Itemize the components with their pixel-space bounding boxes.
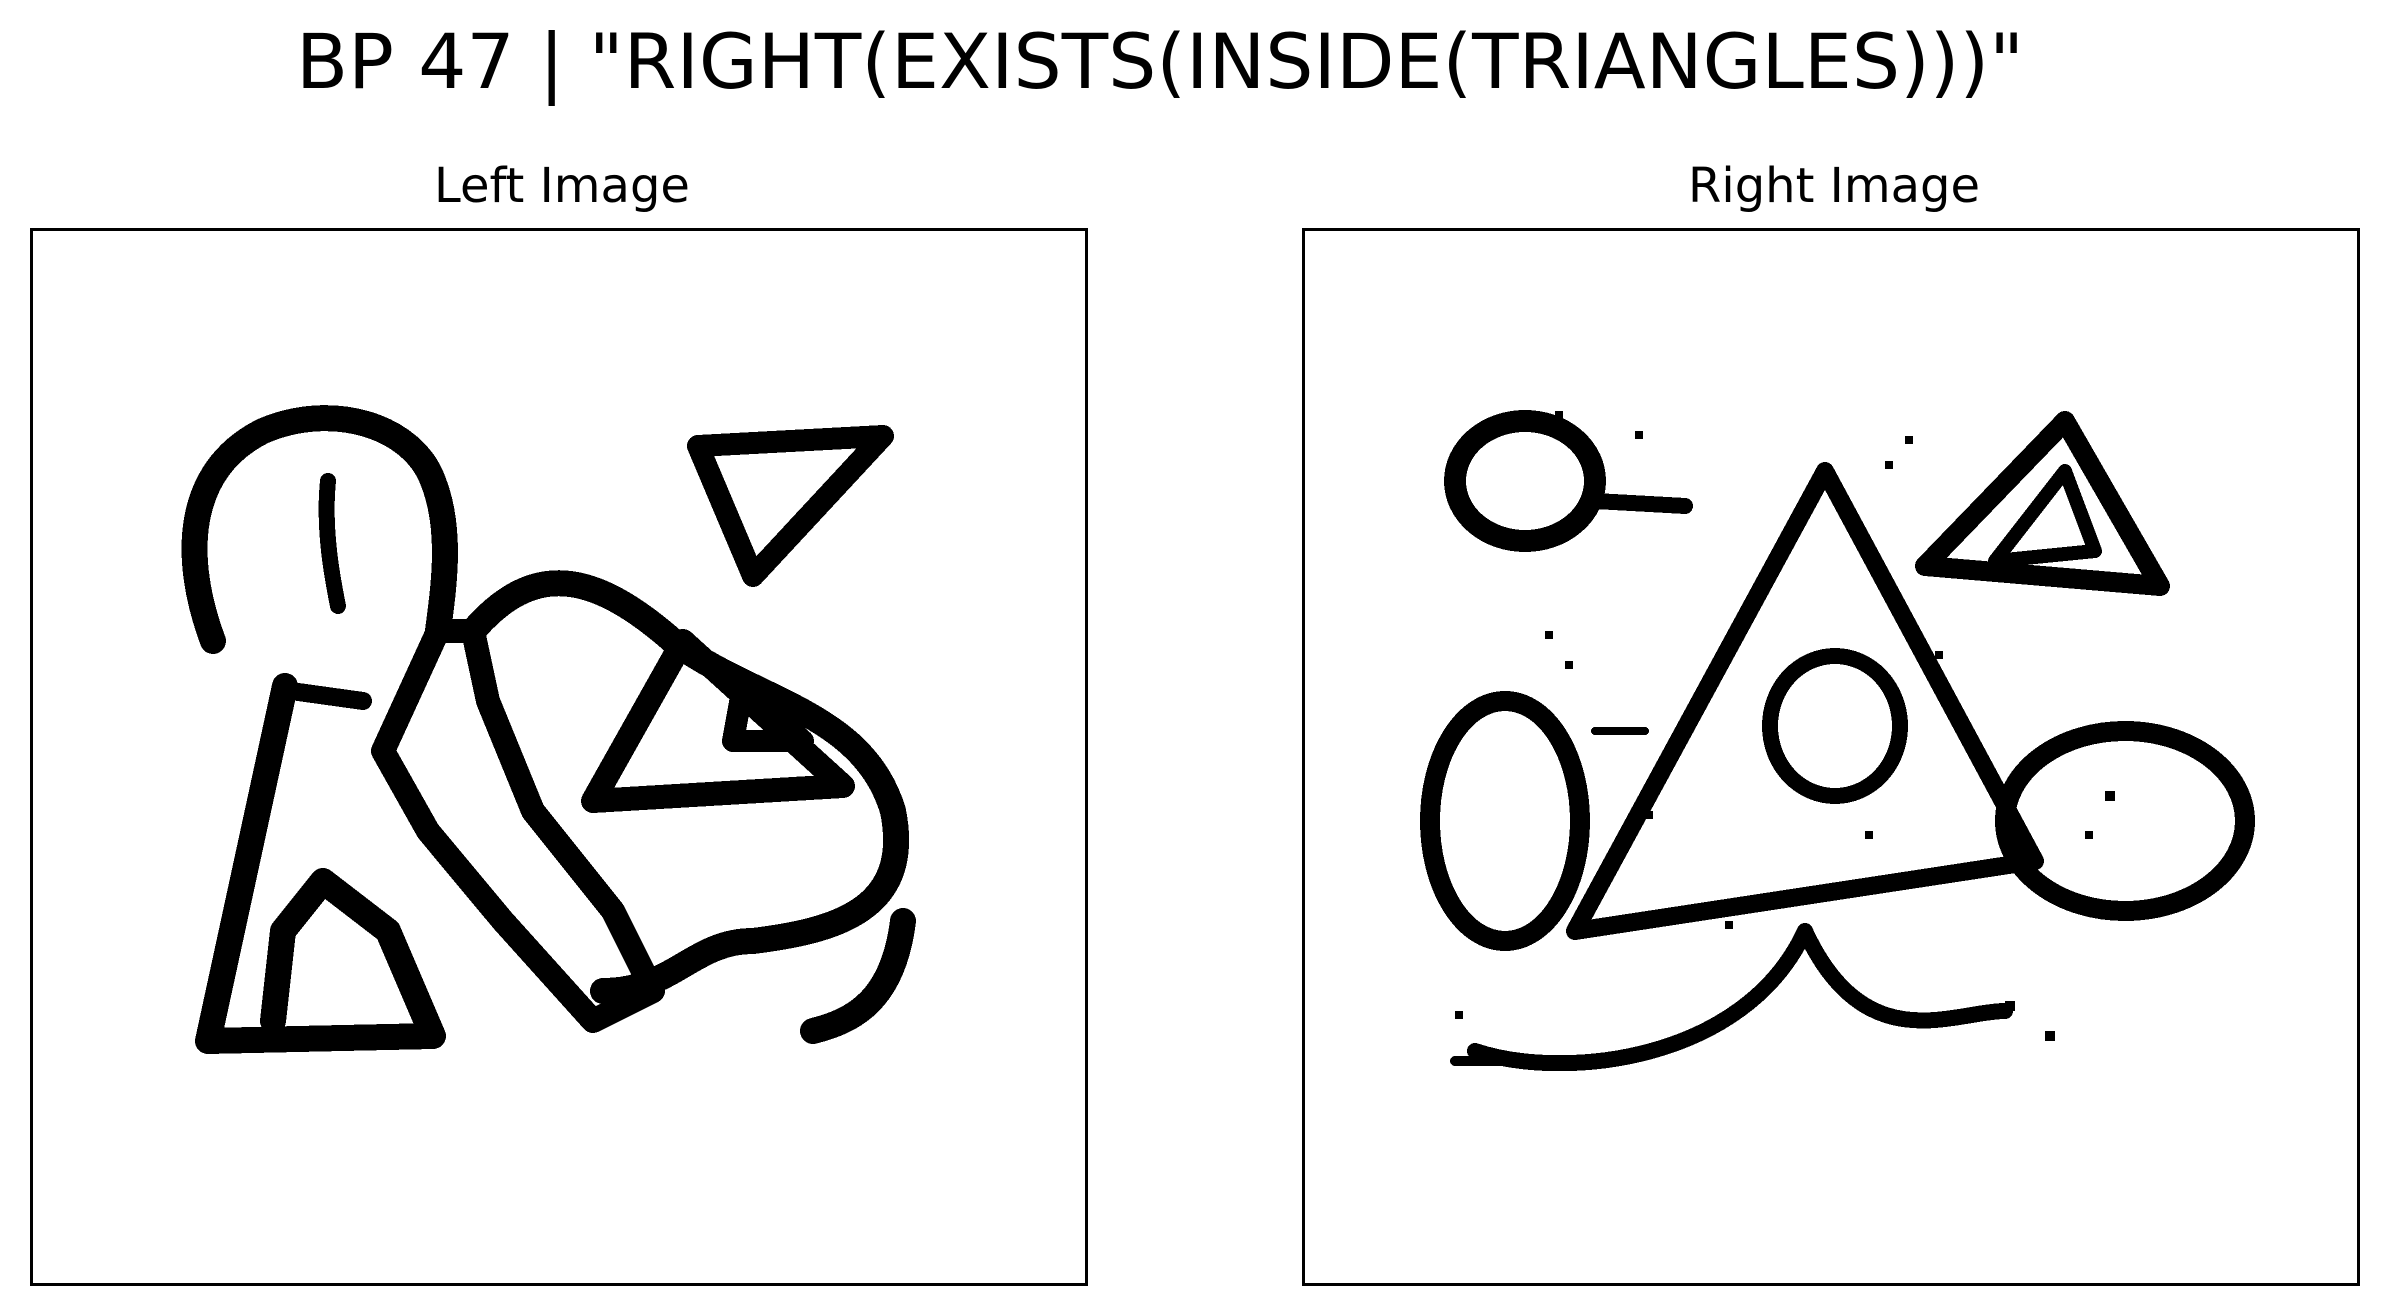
left-tall-shape-right <box>291 691 363 701</box>
right-bottom-arc <box>1475 931 2005 1063</box>
left-band-shape <box>383 631 653 1021</box>
left-loop-tail <box>327 481 338 606</box>
right-image-panel <box>1302 228 2360 1286</box>
left-image-drawing <box>33 231 1085 1283</box>
right-image-drawing <box>1305 231 2357 1283</box>
left-panel-title: Left Image <box>30 155 1094 217</box>
right-panel-title: Right Image <box>1302 155 2366 217</box>
right-inner-circle <box>1770 656 1900 796</box>
figure-title: BP 47 | "RIGHT(EXISTS(INSIDE(TRIANGLES))… <box>0 14 2320 110</box>
left-image-panel <box>30 228 1088 1286</box>
left-top-triangle <box>698 436 883 576</box>
right-big-triangle <box>1575 471 2035 931</box>
right-top-circle <box>1455 421 1595 541</box>
right-circle-connector <box>1595 501 1685 506</box>
right-left-ellipse <box>1430 701 1580 941</box>
